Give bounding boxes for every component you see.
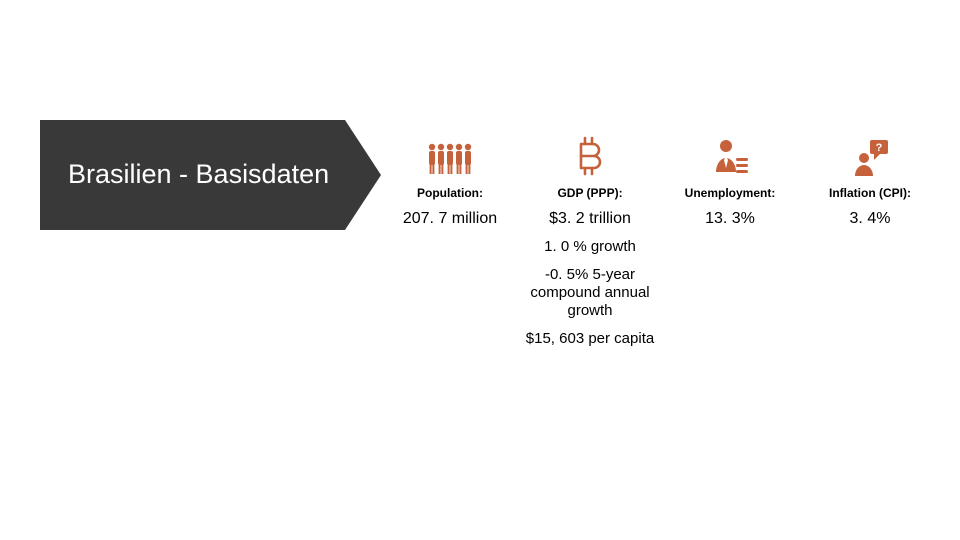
unemployment-value: 13. 3% bbox=[664, 210, 796, 228]
gdp-value-2: -0. 5% 5-year compound annual growth bbox=[524, 266, 656, 320]
question-person-icon: ? bbox=[804, 130, 936, 176]
title-arrow bbox=[345, 120, 381, 230]
svg-text:?: ? bbox=[876, 142, 883, 154]
col-gdp: GDP (PPP): $3. 2 trillion 1. 0 % growth … bbox=[520, 130, 660, 358]
stats-row: Population: 207. 7 million GDP (PPP): $3… bbox=[380, 130, 940, 358]
slide: Brasilien - Basisdaten bbox=[0, 0, 960, 540]
gdp-value-3: $15, 603 per capita bbox=[524, 330, 656, 348]
bitcoin-icon bbox=[524, 130, 656, 176]
col-unemployment: Unemployment: 13. 3% bbox=[660, 130, 800, 358]
col-population: Population: 207. 7 million bbox=[380, 130, 520, 358]
unemployment-label: Unemployment: bbox=[664, 186, 796, 200]
title-panel: Brasilien - Basisdaten bbox=[40, 120, 345, 230]
gdp-value-0: $3. 2 trillion bbox=[524, 210, 656, 228]
gdp-value-1: 1. 0 % growth bbox=[524, 238, 656, 256]
businessman-icon bbox=[664, 130, 796, 176]
col-inflation: ? Inflation (CPI): 3. 4% bbox=[800, 130, 940, 358]
slide-title: Brasilien - Basisdaten bbox=[68, 159, 329, 190]
population-value: 207. 7 million bbox=[384, 210, 516, 228]
people-group-icon bbox=[384, 130, 516, 176]
population-label: Population: bbox=[384, 186, 516, 200]
gdp-label: GDP (PPP): bbox=[524, 186, 656, 200]
inflation-label: Inflation (CPI): bbox=[804, 186, 936, 200]
inflation-value: 3. 4% bbox=[804, 210, 936, 228]
